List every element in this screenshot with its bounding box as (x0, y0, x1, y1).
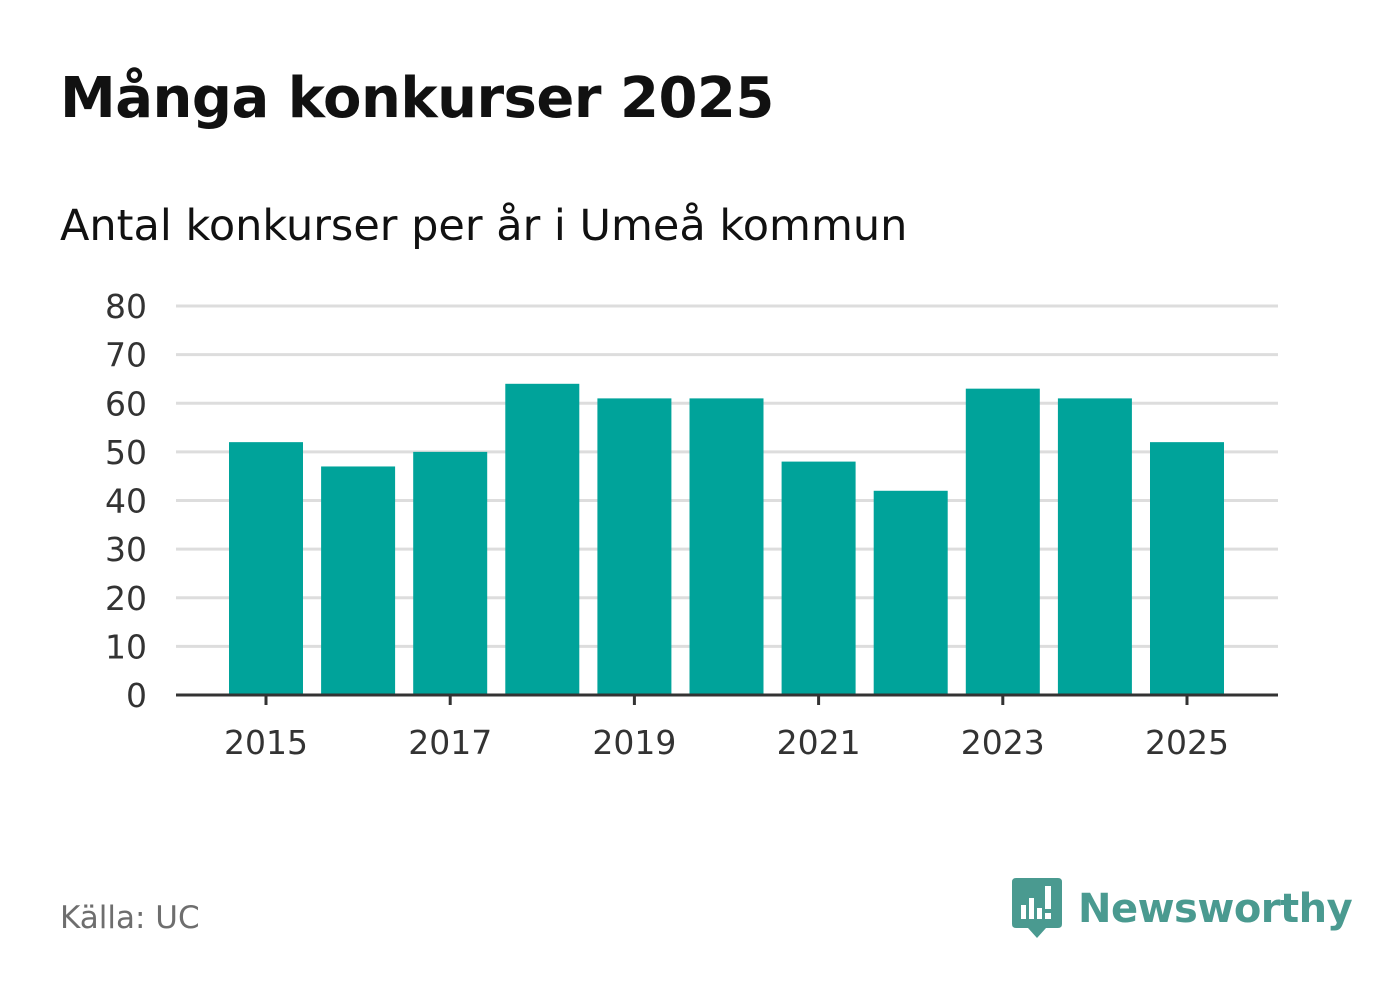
bar-2022 (873, 490, 948, 695)
bar-2018 (505, 383, 580, 695)
bars (229, 383, 1224, 695)
y-tick-label: 20 (105, 579, 147, 618)
y-tick-label: 10 (105, 627, 147, 666)
x-tick-labels: 2015 2017 2019 2021 2023 2025 (224, 723, 1229, 762)
y-tick-label: 30 (105, 530, 147, 569)
y-tick-label: 0 (126, 676, 147, 715)
chart-subtitle: Antal konkurser per år i Umeå kommun (60, 201, 908, 251)
y-tick-label: 80 (105, 287, 147, 326)
x-axis (176, 693, 1278, 705)
bar-2016 (321, 466, 396, 695)
x-tick-label: 2021 (777, 723, 861, 762)
bar-2015 (229, 442, 303, 695)
source-note: Källa: UC (60, 900, 200, 936)
newsworthy-logo-icon (1012, 878, 1062, 938)
bar-2025 (1150, 442, 1224, 695)
bar-2023 (965, 388, 1040, 695)
x-tick-label: 2017 (408, 723, 492, 762)
x-tick-label: 2019 (592, 723, 676, 762)
x-tick-label: 2023 (961, 723, 1045, 762)
bar-2017 (413, 451, 488, 695)
x-tick-label: 2015 (224, 723, 308, 762)
y-tick-label: 70 (105, 336, 147, 375)
chart-title: Många konkurser 2025 (60, 66, 774, 131)
brand-name: Newsworthy (1078, 886, 1353, 932)
y-tick-label: 50 (105, 433, 147, 472)
brand: Newsworthy (1012, 878, 1353, 940)
bar-2021 (781, 461, 856, 695)
y-tick-labels: 0 10 20 30 40 50 60 70 80 (105, 287, 147, 715)
x-tick-label: 2025 (1145, 723, 1229, 762)
bar-2019 (597, 398, 672, 695)
y-tick-label: 40 (105, 482, 147, 521)
bar-2020 (689, 398, 764, 695)
bar-2024 (1057, 398, 1132, 695)
y-tick-label: 60 (105, 384, 147, 423)
